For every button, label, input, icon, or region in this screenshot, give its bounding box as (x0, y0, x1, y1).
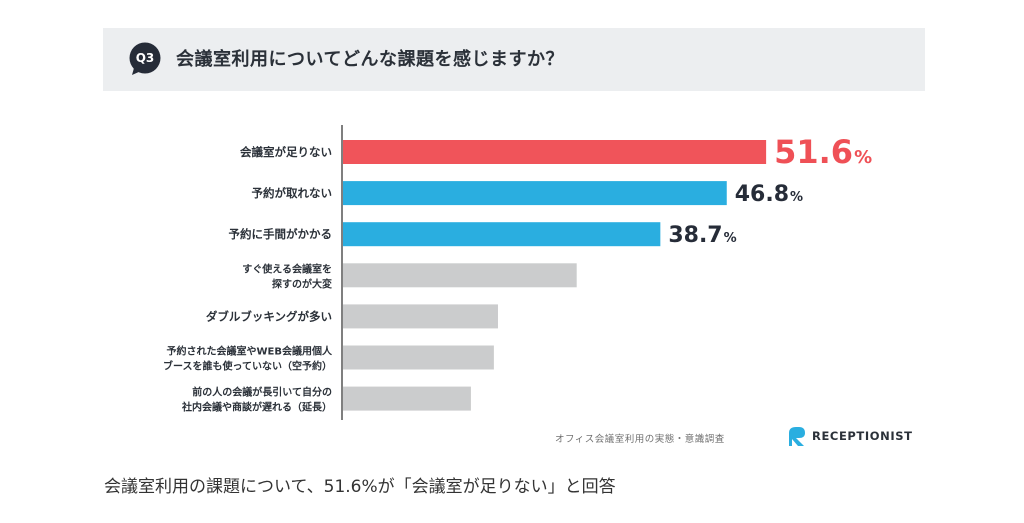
source-note: オフィス会議室利用の実態・意識調査 (555, 434, 725, 445)
bar (343, 140, 767, 164)
receptionist-logo-icon (789, 427, 805, 446)
speech-bubble-icon (128, 42, 162, 76)
value-label: 46.8% (735, 182, 803, 207)
category-label: 予約に手間がかかる (229, 227, 333, 241)
bar-chart: 会議室が足りない 51.6% 予約が取れない 46.8% 予約に手間がかかる 38.7% す… (163, 125, 872, 420)
category-label: 予約された会議室やWEB会議用個人ブースを誰も使っていない（空予約） (163, 345, 333, 373)
brand-name: RECEPTIONIST (812, 429, 913, 443)
category-label: 前の人の会議が長引いて自分の社内会議や商談が遅れる（延長） (181, 386, 332, 414)
question-title: 会議室利用についてどんな課題を感じますか？ (176, 49, 564, 70)
category-label: 会議室が足りない (239, 145, 332, 159)
category-label: すぐ使える会議室を探すのが大変 (242, 262, 333, 290)
category-label: 予約が取れない (252, 186, 333, 200)
question-header: Q3 会議室利用についてどんな課題を感じますか？ (103, 28, 925, 91)
bar (343, 345, 494, 370)
bar (343, 222, 661, 247)
question-number: Q3 (135, 51, 155, 65)
category-label: ダブルブッキングが多い (206, 309, 332, 323)
value-label: 51.6% (774, 133, 872, 171)
value-label: 38.7% (668, 223, 736, 248)
figure-caption: 会議室利用の課題について、51.6%が「会議室が足りない」と回答 (104, 477, 616, 497)
bar (343, 181, 727, 206)
bar (343, 263, 577, 288)
brand-logo: RECEPTIONIST (786, 424, 913, 448)
bar (343, 386, 471, 411)
bar (343, 304, 498, 329)
